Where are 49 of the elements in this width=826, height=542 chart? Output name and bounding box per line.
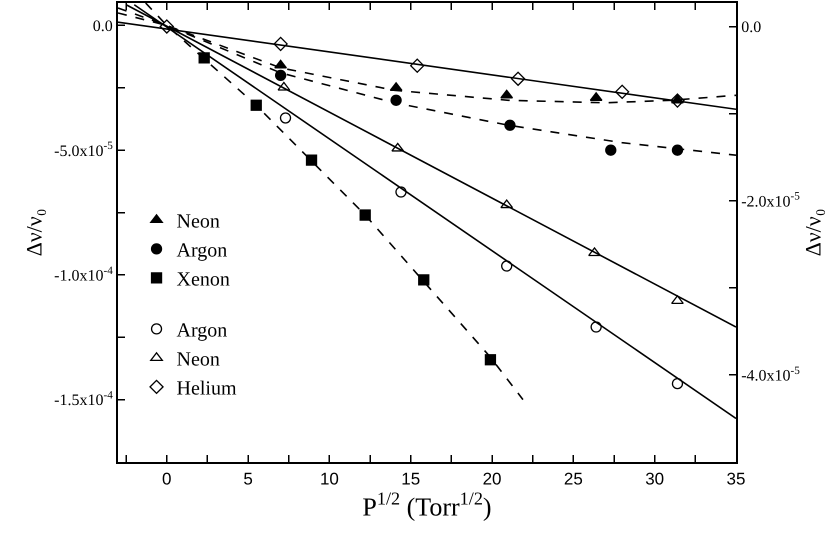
x-axis-title: P$^{1/2}$ (Torr$^{1/2}$) — [362, 488, 492, 522]
point — [360, 209, 371, 221]
x-tick-label: 15 — [401, 469, 420, 488]
point — [418, 274, 430, 286]
point — [391, 142, 404, 152]
point — [670, 93, 685, 108]
legend-label: Helium — [176, 378, 237, 400]
point — [500, 199, 514, 208]
point — [501, 260, 512, 272]
y-tick-label: -5.0x10$^{-5}$ — [54, 140, 114, 160]
y-tick-label: -1.0x10$^{-4}$ — [54, 264, 114, 285]
y2-tick-label: 0.0 — [741, 19, 762, 36]
x-tick-label: 5 — [243, 469, 253, 488]
point — [160, 19, 174, 34]
y-axis-title: Δν/ν₀ — [21, 208, 46, 256]
y2-tick-label: -4.0x10$^{-5}$ — [741, 364, 800, 384]
point — [277, 82, 290, 91]
point — [672, 378, 684, 390]
point — [504, 120, 516, 131]
x-tick-label: 30 — [645, 469, 664, 488]
point — [484, 354, 496, 366]
y2-axis-title: Δν/ν₀ — [800, 208, 826, 256]
point — [306, 154, 318, 166]
point — [395, 186, 407, 198]
legend-label: Neon — [176, 348, 220, 371]
point — [280, 112, 292, 124]
x-tick-label: 35 — [726, 469, 746, 488]
point — [250, 100, 262, 111]
legend-label: Argon — [176, 320, 228, 342]
point — [273, 36, 288, 52]
point — [274, 70, 286, 81]
x-tick-label: 0 — [162, 469, 172, 488]
x-tick-label: 10 — [320, 469, 339, 488]
y-tick-label: 0.0 — [92, 18, 113, 36]
point — [410, 58, 424, 73]
y2-tick-label: -2.0x10$^{-5}$ — [741, 190, 800, 210]
point — [274, 60, 288, 69]
legend-label: Neon — [176, 210, 220, 233]
point — [588, 247, 601, 256]
point — [671, 295, 684, 304]
point — [605, 144, 616, 156]
point — [590, 321, 602, 333]
legend-label: Argon — [176, 240, 228, 262]
legend-label: Xenon — [176, 268, 230, 291]
x-tick-label: 25 — [564, 469, 583, 488]
point — [615, 84, 630, 99]
point — [510, 72, 526, 86]
y-tick-label: -1.5x10$^{-4}$ — [54, 390, 114, 410]
x-tick-label: 20 — [482, 469, 502, 488]
